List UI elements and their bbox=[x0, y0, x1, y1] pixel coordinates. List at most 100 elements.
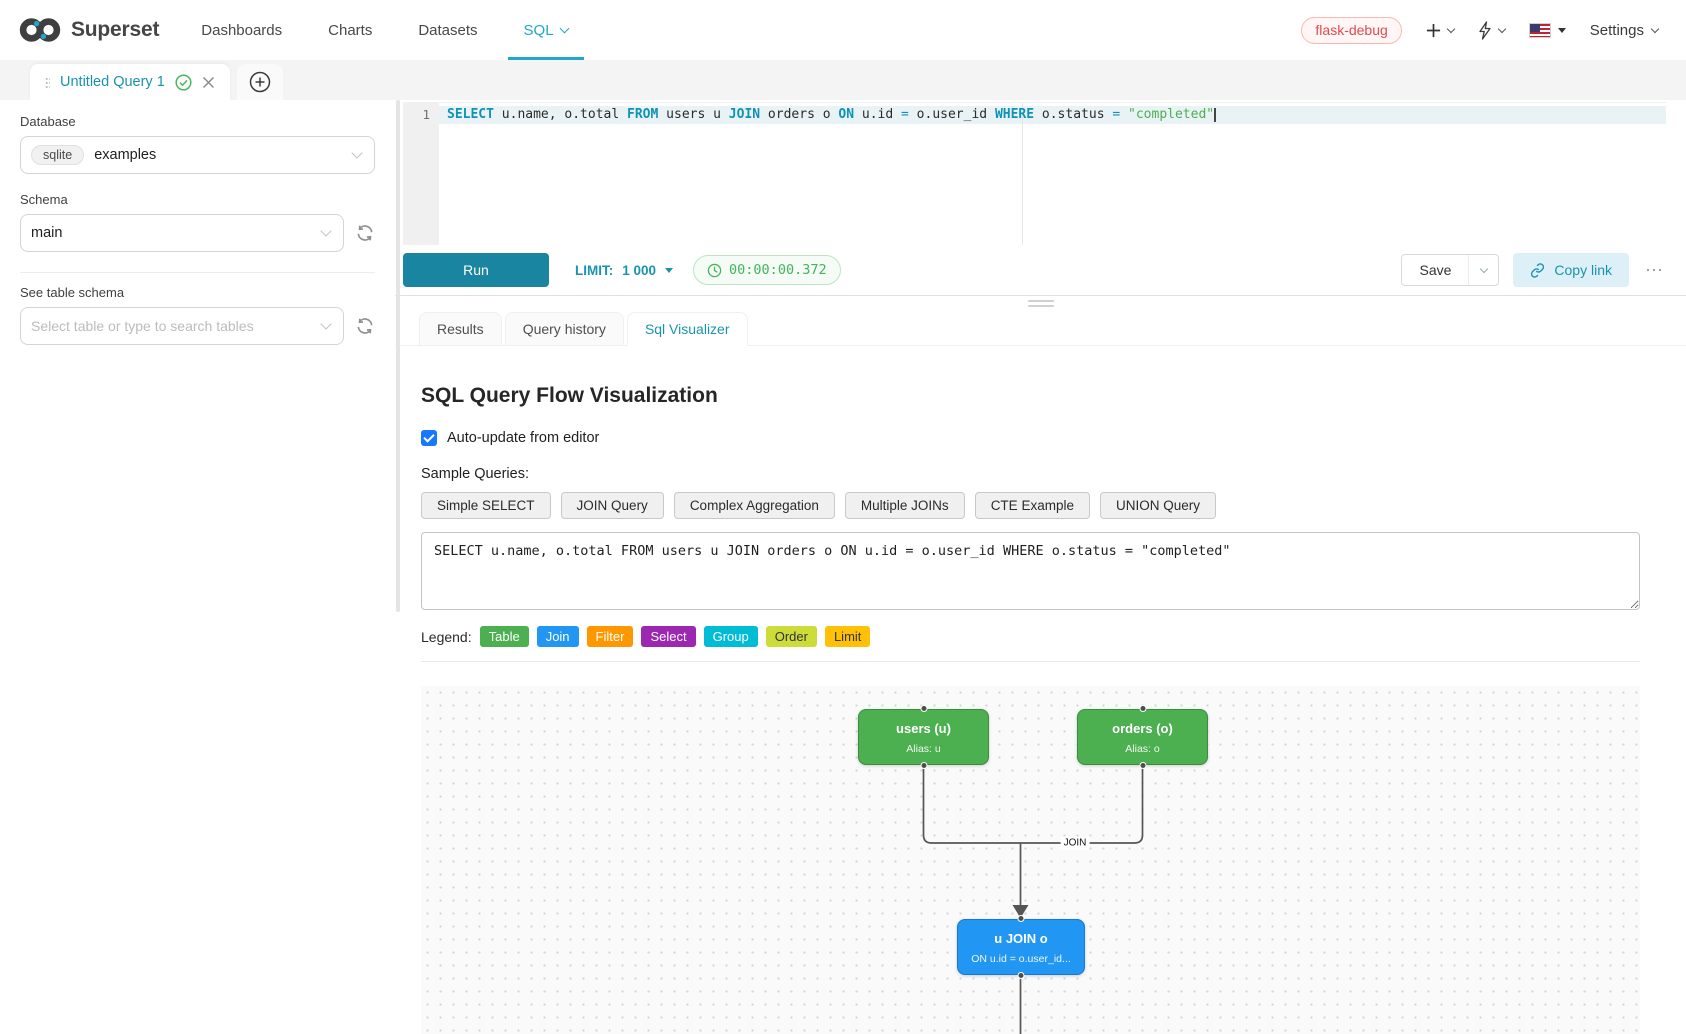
plus-icon bbox=[1426, 23, 1441, 38]
legend-row: Legend: TableJoinFilterSelectGroupOrderL… bbox=[421, 626, 1686, 647]
visualizer-query-input[interactable]: SELECT u.name, o.total FROM users u JOIN… bbox=[421, 532, 1640, 610]
chevron-down-icon bbox=[320, 318, 331, 329]
flow-node-join[interactable]: u JOIN oON u.id = o.user_id... bbox=[957, 919, 1085, 975]
sql-token: WHERE bbox=[995, 107, 1034, 122]
schema-select[interactable]: main bbox=[20, 214, 344, 252]
sql-token: FROM bbox=[627, 107, 658, 122]
legend-badge-join: Join bbox=[537, 626, 579, 647]
sample-query-buttons: Simple SELECT JOIN Query Complex Aggregati… bbox=[421, 492, 1686, 519]
query-timer: 00:00:00.372 bbox=[693, 255, 841, 285]
chevron-down-icon bbox=[351, 147, 362, 158]
language-picker[interactable] bbox=[1529, 23, 1566, 38]
run-button[interactable]: Run bbox=[403, 253, 549, 287]
close-tab-icon[interactable] bbox=[202, 76, 215, 89]
editor-gutter: 1 bbox=[403, 103, 439, 245]
connection-handle-bottom[interactable] bbox=[1018, 972, 1025, 979]
auto-update-label: Auto-update from editor bbox=[447, 430, 599, 446]
settings-menu[interactable]: Settings bbox=[1590, 22, 1658, 39]
refresh-tables-button[interactable] bbox=[355, 316, 375, 336]
legend-badge-limit: Limit bbox=[825, 626, 870, 647]
flow-node-title: u JOIN o bbox=[958, 931, 1084, 946]
editor-toolbar: Run LIMIT: 1 000 00:00:00.372 Save bbox=[403, 245, 1666, 295]
main-nav: Dashboards Charts Datasets SQL bbox=[201, 0, 567, 60]
flow-node-orders[interactable]: orders (o)Alias: o bbox=[1077, 709, 1208, 765]
database-select[interactable]: sqlite examples bbox=[20, 136, 375, 174]
query-search-button[interactable] bbox=[1478, 21, 1505, 40]
sql-token: ON bbox=[838, 107, 854, 122]
flow-node-subtitle: Alias: u bbox=[859, 743, 988, 755]
sample-query-multiple-joins[interactable]: Multiple JOINs bbox=[845, 492, 965, 519]
sample-query-cte-example[interactable]: CTE Example bbox=[975, 492, 1090, 519]
environment-badge: flask-debug bbox=[1301, 17, 1401, 44]
chevron-down-icon bbox=[1651, 24, 1659, 32]
nav-item-sql[interactable]: SQL bbox=[524, 0, 568, 60]
save-button[interactable]: Save bbox=[1402, 255, 1468, 285]
sample-query-union-query[interactable]: UNION Query bbox=[1100, 492, 1216, 519]
chevron-down-icon bbox=[1447, 24, 1455, 32]
sql-code-line: SELECT u.name, o.total FROM users u JOIN… bbox=[439, 106, 1666, 124]
caret-down-icon bbox=[665, 268, 673, 273]
nav-item-label: Dashboards bbox=[201, 22, 282, 39]
connection-handle-top[interactable] bbox=[920, 705, 927, 712]
nav-item-label: SQL bbox=[524, 22, 554, 39]
south-pane-drag-handle[interactable] bbox=[1028, 300, 1054, 310]
content-divider bbox=[421, 661, 1640, 662]
connection-handle-top[interactable] bbox=[1139, 705, 1146, 712]
sample-query-simple-select[interactable]: Simple SELECT bbox=[421, 492, 551, 519]
visualizer-title: SQL Query Flow Visualization bbox=[421, 384, 1686, 408]
nav-item-datasets[interactable]: Datasets bbox=[418, 0, 477, 60]
connection-handle-bottom[interactable] bbox=[920, 762, 927, 769]
legend-badge-group: Group bbox=[704, 626, 758, 647]
flow-node-users[interactable]: users (u)Alias: u bbox=[858, 709, 989, 765]
sql-token: users u bbox=[658, 107, 728, 122]
chevron-down-icon bbox=[1498, 24, 1506, 32]
schema-select-value: main bbox=[31, 225, 62, 241]
sample-query-complex-aggregation[interactable]: Complex Aggregation bbox=[674, 492, 835, 519]
refresh-schemas-button[interactable] bbox=[355, 223, 375, 243]
sidebar-resize-gutter[interactable] bbox=[396, 100, 400, 612]
auto-update-checkbox[interactable] bbox=[421, 430, 437, 446]
connection-handle-top[interactable] bbox=[1018, 915, 1025, 922]
legend-badges: TableJoinFilterSelectGroupOrderLimit bbox=[480, 626, 871, 647]
sql-token: u.name, o.total bbox=[494, 107, 627, 122]
database-label: Database bbox=[20, 114, 375, 129]
connection-handle-bottom[interactable] bbox=[1139, 762, 1146, 769]
sample-query-join-query[interactable]: JOIN Query bbox=[561, 492, 664, 519]
legend-badge-select: Select bbox=[641, 626, 695, 647]
copy-link-label: Copy link bbox=[1554, 262, 1612, 278]
drag-handle-icon[interactable] bbox=[45, 77, 50, 88]
chevron-down-icon bbox=[1480, 264, 1488, 272]
sql-editor[interactable]: 1 SELECT u.name, o.total FROM users u JO… bbox=[403, 102, 1666, 245]
text-cursor bbox=[1214, 108, 1216, 122]
legend-badge-table: Table bbox=[480, 626, 529, 647]
success-check-icon bbox=[175, 74, 192, 91]
nav-item-label: Charts bbox=[328, 22, 372, 39]
query-tab-untitled-query-1[interactable]: Untitled Query 1 bbox=[30, 64, 230, 100]
query-tab-bar: Untitled Query 1 bbox=[0, 60, 1686, 100]
tab-sql-visualizer[interactable]: Sql Visualizer bbox=[627, 312, 748, 346]
sample-queries-label: Sample Queries: bbox=[421, 466, 1686, 482]
more-menu-button[interactable]: ⋯ bbox=[1643, 260, 1666, 281]
superset-brand[interactable]: Superset bbox=[18, 15, 159, 45]
database-select-value: examples bbox=[94, 147, 156, 163]
new-dropdown-button[interactable] bbox=[1426, 23, 1454, 38]
result-tabs: ResultsQuery historySql Visualizer bbox=[395, 311, 1686, 346]
sql-token: o.status bbox=[1034, 107, 1112, 122]
limit-dropdown[interactable]: LIMIT: 1 000 bbox=[575, 263, 673, 278]
sql-token: orders o bbox=[760, 107, 838, 122]
tab-query-history[interactable]: Query history bbox=[505, 312, 624, 346]
tab-results[interactable]: Results bbox=[419, 312, 502, 346]
flow-node-title: orders (o) bbox=[1078, 721, 1207, 736]
table-select[interactable]: Select table or type to search tables bbox=[20, 307, 344, 345]
chevron-down-icon bbox=[559, 23, 569, 33]
copy-link-button[interactable]: Copy link bbox=[1513, 253, 1629, 287]
flow-canvas[interactable]: users (u)Alias: u orders (o)Alias: o u JOI… bbox=[421, 686, 1640, 1034]
save-options-button[interactable] bbox=[1468, 255, 1498, 285]
nav-item-dashboards[interactable]: Dashboards bbox=[201, 0, 282, 60]
nav-item-charts[interactable]: Charts bbox=[328, 0, 372, 60]
add-query-tab-button[interactable] bbox=[237, 64, 283, 100]
table-schema-label: See table schema bbox=[20, 285, 375, 300]
sidebar-divider bbox=[20, 272, 375, 273]
sql-token: = bbox=[901, 107, 909, 122]
join-edge-label: JOIN bbox=[1061, 837, 1090, 850]
